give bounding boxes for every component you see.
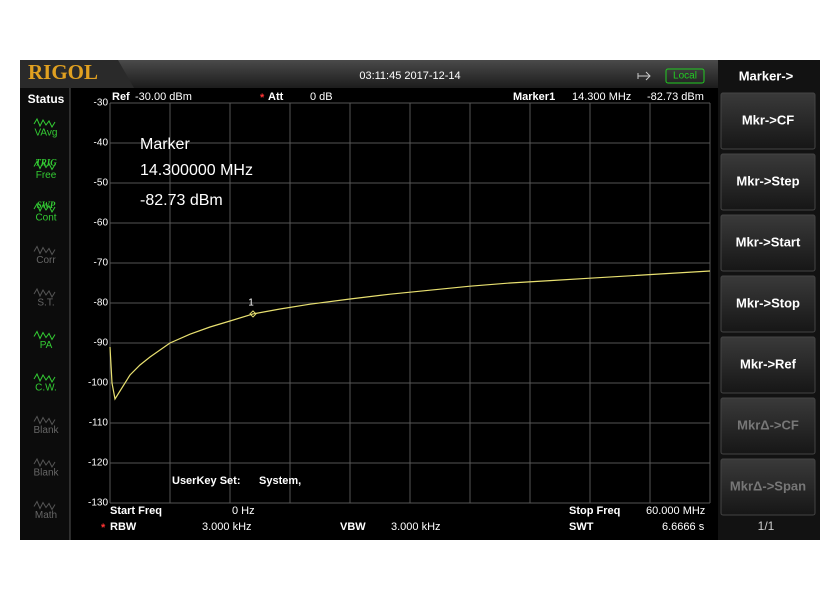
status-tag: SWP — [37, 200, 56, 210]
att-flag: * — [260, 92, 265, 104]
softkey-label[interactable]: Mkr->Start — [736, 234, 801, 249]
softkey[interactable] — [720, 92, 816, 150]
ref-label: Ref — [112, 91, 130, 103]
rbw-label: RBW — [110, 521, 137, 533]
y-tick-label: -100 — [88, 378, 108, 389]
mode-box — [665, 68, 705, 84]
status-icon — [33, 202, 56, 214]
status-label: S.T. — [37, 298, 54, 309]
softkey-label[interactable]: Mkr->Step — [736, 173, 799, 188]
readout-title: Marker — [140, 136, 190, 153]
screen-frame — [20, 60, 820, 540]
swt-label: SWT — [569, 521, 594, 533]
softkey-label[interactable]: MkrΔ->Span — [730, 478, 806, 493]
status-label: VAvg — [35, 128, 58, 139]
att-label: Att — [268, 91, 284, 103]
status-icon — [33, 117, 56, 129]
y-tick-label: -130 — [88, 498, 108, 509]
y-tick-label: -30 — [94, 98, 109, 109]
userkey-value: System, — [259, 475, 301, 487]
softkey[interactable] — [720, 214, 816, 272]
softkey[interactable] — [720, 336, 816, 394]
status-icon — [33, 287, 56, 299]
status-icon — [33, 500, 56, 511]
trace-line — [109, 270, 711, 401]
status-label: Free — [36, 170, 57, 181]
y-tick-label: -40 — [94, 138, 109, 149]
userkey-label: UserKey Set: — [172, 475, 240, 487]
softkey[interactable] — [720, 275, 816, 333]
logo-bg — [20, 60, 134, 88]
start-value: 0 Hz — [232, 505, 255, 517]
status-label: Math — [35, 510, 57, 521]
status-icon — [33, 330, 56, 341]
status-title: Status — [28, 92, 65, 106]
status-panel — [20, 88, 70, 540]
softkey-label[interactable]: MkrΔ->CF — [737, 417, 799, 432]
menu-page: 1/1 — [758, 519, 775, 533]
softkey[interactable] — [720, 458, 816, 516]
header-bar — [20, 60, 718, 88]
brand: RIGOL — [28, 60, 98, 84]
y-tick-label: -90 — [94, 338, 109, 349]
vbw-value: 3.000 kHz — [391, 521, 441, 533]
status-label: C.W. — [35, 383, 57, 394]
status-label: Cont — [35, 213, 56, 224]
usb-icon — [637, 71, 651, 81]
swt-value: 6.6666 s — [662, 521, 705, 533]
att-value: 0 dB — [310, 91, 333, 103]
status-icon — [33, 457, 56, 469]
ref-value: -30.00 dBm — [135, 91, 192, 103]
softkey[interactable] — [720, 153, 816, 211]
status-tag: TRIG — [35, 158, 57, 168]
marker-point — [249, 310, 257, 318]
marker-number: 1 — [248, 298, 254, 309]
mode: Local — [673, 71, 697, 82]
marker-label: Marker1 — [513, 91, 555, 103]
status-label: Blank — [33, 425, 59, 436]
rbw-flag: * — [101, 522, 106, 534]
status-icon — [33, 245, 56, 256]
status-icon — [33, 372, 56, 384]
status-label: Blank — [33, 468, 59, 479]
readout-freq: 14.300000 MHz — [140, 162, 253, 179]
softkey-label[interactable]: Mkr->Ref — [740, 356, 797, 371]
readout-level: -82.73 dBm — [140, 192, 223, 209]
marker-level: -82.73 dBm — [647, 91, 704, 103]
vbw-label: VBW — [340, 521, 366, 533]
status-icon — [33, 160, 56, 171]
y-tick-label: -60 — [94, 218, 109, 229]
softkey[interactable] — [720, 397, 816, 455]
stop-value: 60.000 MHz — [646, 505, 705, 517]
datetime: 03:11:45 2017-12-14 — [359, 70, 460, 82]
softkey-label[interactable]: Mkr->CF — [742, 112, 794, 127]
y-tick-label: -80 — [94, 298, 109, 309]
softkey-label[interactable]: Mkr->Stop — [736, 295, 800, 310]
start-label: Start Freq — [110, 505, 162, 517]
status-icon — [33, 415, 56, 426]
stop-label: Stop Freq — [569, 505, 620, 517]
status-label: PA — [40, 340, 53, 351]
y-tick-label: -50 — [94, 178, 109, 189]
y-tick-label: -120 — [88, 458, 108, 469]
status-label: Corr — [36, 255, 56, 266]
y-tick-label: -110 — [89, 418, 109, 429]
y-tick-label: -70 — [94, 258, 109, 269]
menu-title: Marker-> — [739, 68, 794, 83]
rbw-value: 3.000 kHz — [202, 521, 252, 533]
marker-freq: 14.300 MHz — [572, 91, 631, 103]
